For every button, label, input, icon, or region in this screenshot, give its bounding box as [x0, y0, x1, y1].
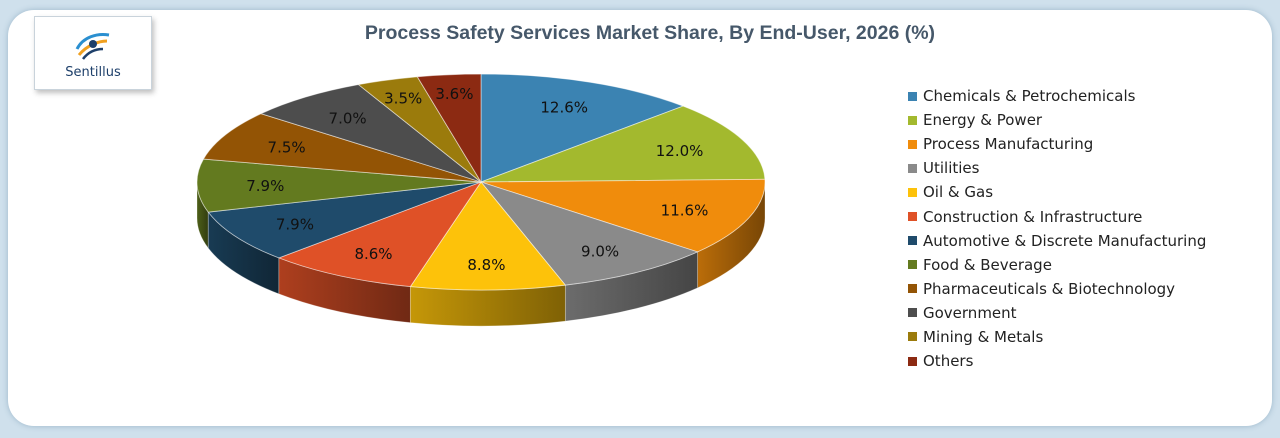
legend-swatch	[908, 260, 917, 270]
data-label-automotive-and-discrete-manufacturing: 7.9%	[276, 216, 314, 234]
data-label-others: 3.6%	[435, 85, 473, 103]
pie-slice-automotive-and-discrete-manufacturing[interactable]	[207, 181, 482, 259]
data-label-food-and-beverage: 7.9%	[246, 177, 284, 195]
chart-title: Process Safety Services Market Share, By…	[364, 22, 936, 44]
chart-legend: Chemicals & Petrochemicals Energy & Power…	[908, 84, 1206, 373]
brand-name: Sentillus	[65, 65, 121, 80]
legend-item-chemicals-and-petrochemicals[interactable]: Chemicals & Petrochemicals	[908, 84, 1206, 108]
pie-slice-oil-and-gas[interactable]	[409, 181, 567, 291]
legend-swatch	[908, 91, 917, 101]
legend-swatch	[908, 284, 917, 294]
pie-slice-energy-and-power[interactable]	[480, 105, 766, 183]
legend-item-mining-and-metals[interactable]: Mining & Metals	[908, 325, 1206, 349]
legend-swatch	[908, 308, 917, 318]
brand-logo: Sentillus	[34, 16, 152, 90]
legend-item-government[interactable]: Government	[908, 301, 1206, 325]
data-label-utilities: 9.0%	[581, 243, 619, 261]
pie-slice-food-and-beverage[interactable]	[196, 158, 482, 213]
legend-label: Utilities	[923, 159, 980, 178]
data-label-oil-and-gas: 8.8%	[467, 256, 505, 274]
data-label-energy-and-power: 12.0%	[656, 142, 704, 160]
legend-swatch	[908, 332, 917, 342]
data-label-government: 7.0%	[329, 110, 367, 128]
legend-item-energy-and-power[interactable]: Energy & Power	[908, 108, 1206, 132]
legend-item-food-and-beverage[interactable]: Food & Beverage	[908, 253, 1206, 277]
data-label-process-manufacturing: 11.6%	[661, 201, 709, 219]
legend-item-automotive-and-discrete-manufacturing[interactable]: Automotive & Discrete Manufacturing	[908, 229, 1206, 253]
legend-item-process-manufacturing[interactable]: Process Manufacturing	[908, 132, 1206, 156]
legend-item-utilities[interactable]: Utilities	[908, 156, 1206, 180]
legend-label: Chemicals & Petrochemicals	[923, 87, 1136, 106]
pie-slice-process-manufacturing[interactable]	[480, 178, 766, 253]
legend-label: Construction & Infrastructure	[923, 207, 1143, 226]
legend-swatch	[908, 163, 917, 173]
legend-item-construction-and-infrastructure[interactable]: Construction & Infrastructure	[908, 204, 1206, 228]
data-label-pharmaceuticals-and-biotechnology: 7.5%	[268, 138, 306, 156]
legend-swatch	[908, 115, 917, 125]
legend-swatch	[908, 187, 917, 197]
legend-label: Mining & Metals	[923, 327, 1044, 346]
pie-slice-chemicals-and-petrochemicals[interactable]	[480, 73, 685, 183]
legend-label: Government	[923, 303, 1017, 322]
legend-swatch	[908, 236, 917, 246]
legend-swatch	[908, 356, 917, 366]
legend-swatch	[908, 139, 917, 149]
pie-slice-others[interactable]	[416, 73, 482, 184]
legend-label: Others	[923, 352, 974, 371]
legend-label: Process Manufacturing	[923, 135, 1094, 154]
data-label-construction-and-infrastructure: 8.6%	[354, 245, 392, 263]
pie-slice-construction-and-infrastructure[interactable]	[277, 181, 483, 288]
pie-slice-pharmaceuticals-and-biotechnology[interactable]	[202, 113, 482, 183]
pie-slice-government[interactable]	[259, 84, 482, 183]
pie-side-oil-and-gas	[409, 284, 566, 327]
legend-label: Food & Beverage	[923, 255, 1052, 274]
legend-item-others[interactable]: Others	[908, 349, 1206, 373]
pie-slice-utilities[interactable]	[479, 181, 699, 286]
legend-label: Energy & Power	[923, 111, 1043, 130]
legend-label: Pharmaceuticals & Biotechnology	[923, 279, 1176, 298]
legend-item-oil-and-gas[interactable]: Oil & Gas	[908, 180, 1206, 204]
legend-label: Oil & Gas	[923, 183, 994, 202]
sentillus-logo-icon	[75, 33, 110, 60]
data-label-chemicals-and-petrochemicals: 12.6%	[540, 98, 588, 116]
legend-swatch	[908, 212, 917, 222]
data-label-mining-and-metals: 3.5%	[384, 89, 422, 107]
legend-item-pharmaceuticals-and-biotechnology[interactable]: Pharmaceuticals & Biotechnology	[908, 277, 1206, 301]
legend-label: Automotive & Discrete Manufacturing	[923, 231, 1207, 250]
